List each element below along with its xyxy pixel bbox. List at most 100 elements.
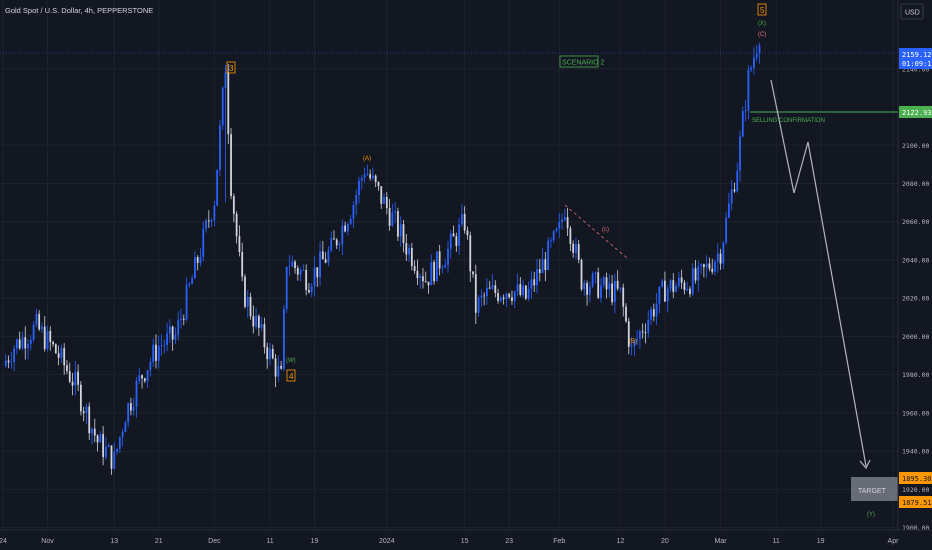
time-tick-label: 2024	[379, 538, 395, 545]
candle-body	[310, 286, 313, 293]
candle-body	[369, 174, 372, 179]
candle-body	[730, 189, 733, 204]
candle-body	[296, 268, 299, 275]
candle-body	[711, 268, 714, 272]
candle-body	[435, 251, 438, 282]
candle-body	[330, 238, 333, 251]
candle-body	[424, 281, 427, 283]
candle-body	[166, 333, 168, 346]
candle-body	[149, 361, 152, 371]
candle-body	[344, 225, 346, 232]
candle-body	[352, 204, 355, 219]
candle-body	[118, 437, 121, 449]
candle-body	[753, 57, 755, 68]
target-low-value: 1879.51	[902, 499, 932, 507]
selling-confirmation-label: SELLING CONFIRMATION	[752, 118, 825, 124]
wave-3-box	[226, 61, 236, 74]
candle-body	[46, 330, 49, 349]
candle-body	[219, 125, 221, 170]
wave-4-box	[286, 369, 296, 382]
wave-b-label: (B)	[629, 339, 637, 345]
candle-body	[308, 290, 310, 293]
candle-body	[85, 406, 88, 414]
candle-body	[619, 287, 622, 289]
price-tick-label: 2100.00	[902, 142, 929, 150]
candle-body	[497, 293, 499, 301]
candle-body	[88, 406, 91, 434]
candle-body	[13, 348, 16, 363]
candle-body	[57, 353, 60, 358]
candle-body	[563, 217, 566, 220]
wave-small-c-label: (c)	[602, 227, 609, 233]
price-axis[interactable]: 2140.00 2100.00 2080.00 2060.00 2040.00 2020.…	[902, 65, 929, 532]
candle-body	[299, 270, 302, 275]
candle-body	[116, 448, 118, 452]
price-tick-label: 1980.00	[902, 371, 929, 379]
candle-body	[4, 360, 7, 367]
candle-body	[346, 224, 349, 232]
candle-body	[410, 247, 413, 267]
candle-body	[630, 346, 633, 347]
candle-body	[438, 251, 441, 269]
candle-body	[177, 320, 180, 335]
candle-body	[180, 318, 182, 321]
candle-body	[580, 259, 583, 290]
candle-body	[107, 445, 110, 447]
time-tick-label: Mar	[715, 538, 728, 545]
wave-x-label: (X)	[758, 21, 766, 27]
price-tick-label: 1960.00	[902, 409, 929, 417]
candle-body	[366, 174, 369, 176]
candle-body	[71, 381, 74, 386]
candle-body	[355, 195, 358, 205]
candle-body	[124, 422, 127, 433]
candle-body	[508, 293, 511, 298]
candle-body	[274, 358, 277, 377]
time-tick-label: 11	[773, 538, 780, 545]
candle-body	[260, 324, 263, 328]
candle-body	[463, 213, 466, 231]
candle-body	[38, 313, 41, 330]
candle-body	[661, 280, 664, 287]
candle-body	[294, 261, 296, 269]
candle-body	[644, 332, 647, 334]
candle-body	[380, 186, 383, 204]
candle-body	[714, 261, 716, 272]
candle-body	[491, 285, 494, 289]
candle-body	[105, 446, 107, 458]
candle-body	[238, 236, 241, 252]
candle-body	[672, 280, 675, 292]
candle-body	[196, 257, 199, 263]
candle-body	[132, 406, 135, 411]
candle-body	[728, 203, 730, 218]
candle-body	[691, 268, 694, 295]
time-tick-label: 15	[461, 538, 469, 545]
candle-body	[188, 283, 191, 286]
candle-body	[444, 264, 447, 268]
candle-body	[536, 269, 538, 286]
time-tick-label: 19	[817, 538, 825, 545]
candle-body	[63, 348, 66, 366]
candle-body	[358, 180, 360, 196]
candle-body	[60, 348, 63, 358]
candle-body	[271, 349, 274, 359]
candle-body	[68, 371, 71, 382]
candle-body	[680, 277, 683, 283]
candle-body	[163, 345, 166, 346]
candle-body	[394, 211, 397, 213]
candle-body	[391, 212, 394, 226]
candle-body	[221, 87, 224, 126]
currency-button[interactable]	[900, 3, 924, 20]
candle-body	[722, 242, 725, 264]
candle-body	[302, 269, 305, 271]
time-axis[interactable]: 24 Nov 13 21 Dec 11 19 2024 15 23 Feb 12 20 Mar 11 19 Ap…	[0, 538, 899, 545]
candle-body	[736, 170, 739, 192]
candle-body	[647, 319, 650, 333]
candle-body	[664, 280, 666, 302]
candle-body	[666, 288, 669, 302]
candle-body	[269, 349, 271, 360]
candle-body	[594, 272, 597, 274]
candle-body	[605, 277, 608, 290]
candle-body	[29, 339, 32, 345]
candle-body	[341, 225, 344, 245]
